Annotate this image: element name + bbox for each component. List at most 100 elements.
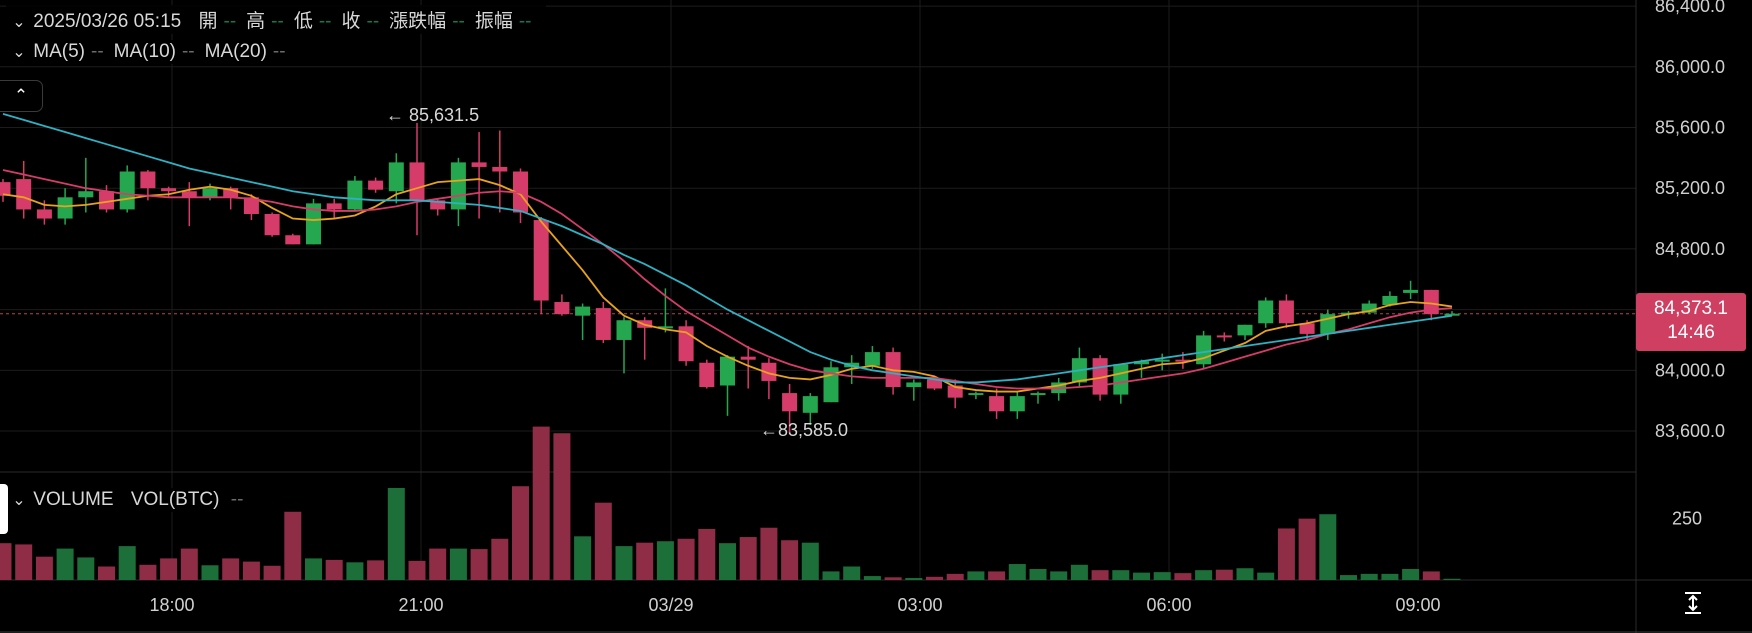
volume-bar: [656, 541, 674, 580]
legend-field-label: 漲跌幅: [389, 11, 447, 32]
side-panel-handle[interactable]: [0, 484, 8, 534]
volume-bar: [1008, 564, 1026, 580]
volume-bar: [1112, 570, 1130, 580]
candle-body: [368, 180, 384, 190]
candle-body: [16, 179, 32, 210]
volume-bar: [532, 426, 550, 580]
volume-bar: [1070, 564, 1088, 580]
volume-bar: [1402, 568, 1420, 580]
volume-bar: [429, 548, 447, 580]
volume-label: VOLUME: [33, 489, 114, 510]
candle-body: [78, 191, 94, 198]
candle-body: [782, 393, 798, 412]
fit-screen-button[interactable]: [1680, 590, 1706, 618]
candle-body: [906, 382, 922, 388]
x-tick-label: 21:00: [398, 595, 443, 615]
volume-bar: [1236, 568, 1254, 580]
candle-body: [927, 379, 942, 389]
volume-bar: [843, 566, 861, 580]
collapse-indicators-button[interactable]: ⌃: [0, 80, 43, 112]
volume-bar: [449, 548, 467, 580]
volume-bar: [1133, 572, 1150, 580]
volume-bar: [77, 557, 95, 580]
ohlc-legend: ⌄ 2025/03/26 05:15 開 -- 高 -- 低 -- 收 -- 漲跌幅 -- 振幅 --: [6, 5, 546, 34]
fit-vertical-icon: [1685, 592, 1701, 614]
volume-bars: [0, 426, 1461, 580]
ma-legend-label: MA(20): [204, 41, 267, 62]
volume-bar: [470, 549, 488, 580]
candle-body: [1113, 364, 1129, 395]
legend-datetime: 2025/03/26 05:15: [33, 11, 182, 32]
vol-value: --: [230, 489, 244, 510]
volume-bar: [801, 542, 819, 580]
candles: [0, 122, 1460, 433]
volume-bar: [263, 565, 281, 580]
vol-btc-label: VOL(BTC): [130, 489, 220, 510]
candle-body: [1444, 313, 1460, 316]
volume-bar: [905, 578, 923, 580]
volume-bar: [863, 576, 881, 580]
volume-bar: [822, 571, 840, 580]
volume-bar: [884, 577, 902, 580]
candle-body: [595, 308, 611, 340]
volume-bar: [1298, 518, 1316, 580]
volume-bar: [988, 571, 1006, 580]
candle-body: [761, 362, 777, 381]
volume-bar: [201, 565, 219, 580]
volume-bar: [15, 544, 33, 580]
legend-field-value: --: [318, 11, 332, 32]
y-tick-label: 84,000.0: [1655, 360, 1725, 380]
candle-body: [430, 200, 446, 210]
chevron-up-icon: ⌃: [13, 86, 29, 105]
volume-bar: [242, 561, 260, 580]
volume-bar: [946, 573, 964, 580]
candle-body: [533, 220, 549, 301]
chevron-down-icon[interactable]: ⌄: [12, 44, 26, 61]
candle-body: [657, 326, 673, 329]
volume-bar: [160, 558, 178, 580]
ma-legend-value: --: [181, 41, 195, 62]
volume-bar: [35, 556, 53, 580]
volume-bar: [180, 548, 198, 580]
candle-body: [1423, 289, 1439, 315]
candle-body: [140, 171, 156, 189]
ma-legend: ⌄ MA(5) -- MA(10) -- MA(20) --: [6, 40, 300, 64]
volume-bar: [512, 486, 529, 580]
volume-bar: [1443, 578, 1461, 580]
volume-bar: [1381, 573, 1399, 580]
candle-body: [326, 203, 342, 210]
ma-legend-label: MA(5): [33, 41, 86, 62]
candle-body: [36, 209, 52, 219]
ma5-line: [2, 178, 1453, 393]
candle-body: [1403, 289, 1419, 293]
legend-field-value: --: [223, 11, 237, 32]
candle-body: [1237, 324, 1253, 336]
candle-body: [740, 356, 756, 360]
candle-body: [0, 182, 11, 196]
candle-body: [1009, 396, 1025, 412]
volume-bar: [677, 538, 695, 580]
candle-body: [181, 191, 197, 198]
volume-bar: [1340, 575, 1357, 580]
volume-bar: [636, 542, 654, 580]
legend-field-label: 高: [246, 11, 266, 32]
candle-body: [347, 180, 363, 210]
chevron-down-icon[interactable]: ⌄: [12, 14, 26, 31]
ma-lines: [2, 112, 1453, 393]
last-price: 84,373.1: [1654, 298, 1728, 319]
high-price-label: ← 85,631.5: [386, 105, 480, 125]
candle-body: [864, 352, 880, 366]
x-tick-label: 18:00: [149, 595, 194, 615]
arrow-left-icon: ←: [760, 420, 778, 440]
volume-bar: [1091, 570, 1109, 580]
chevron-down-icon[interactable]: ⌄: [12, 492, 26, 509]
candle-body: [1382, 295, 1398, 306]
volume-bar: [553, 433, 571, 580]
volume-bar: [408, 560, 426, 580]
candle-body: [1175, 359, 1191, 362]
volume-bar: [1277, 528, 1295, 580]
volume-bar: [1422, 571, 1440, 580]
candle-body: [1154, 359, 1170, 362]
